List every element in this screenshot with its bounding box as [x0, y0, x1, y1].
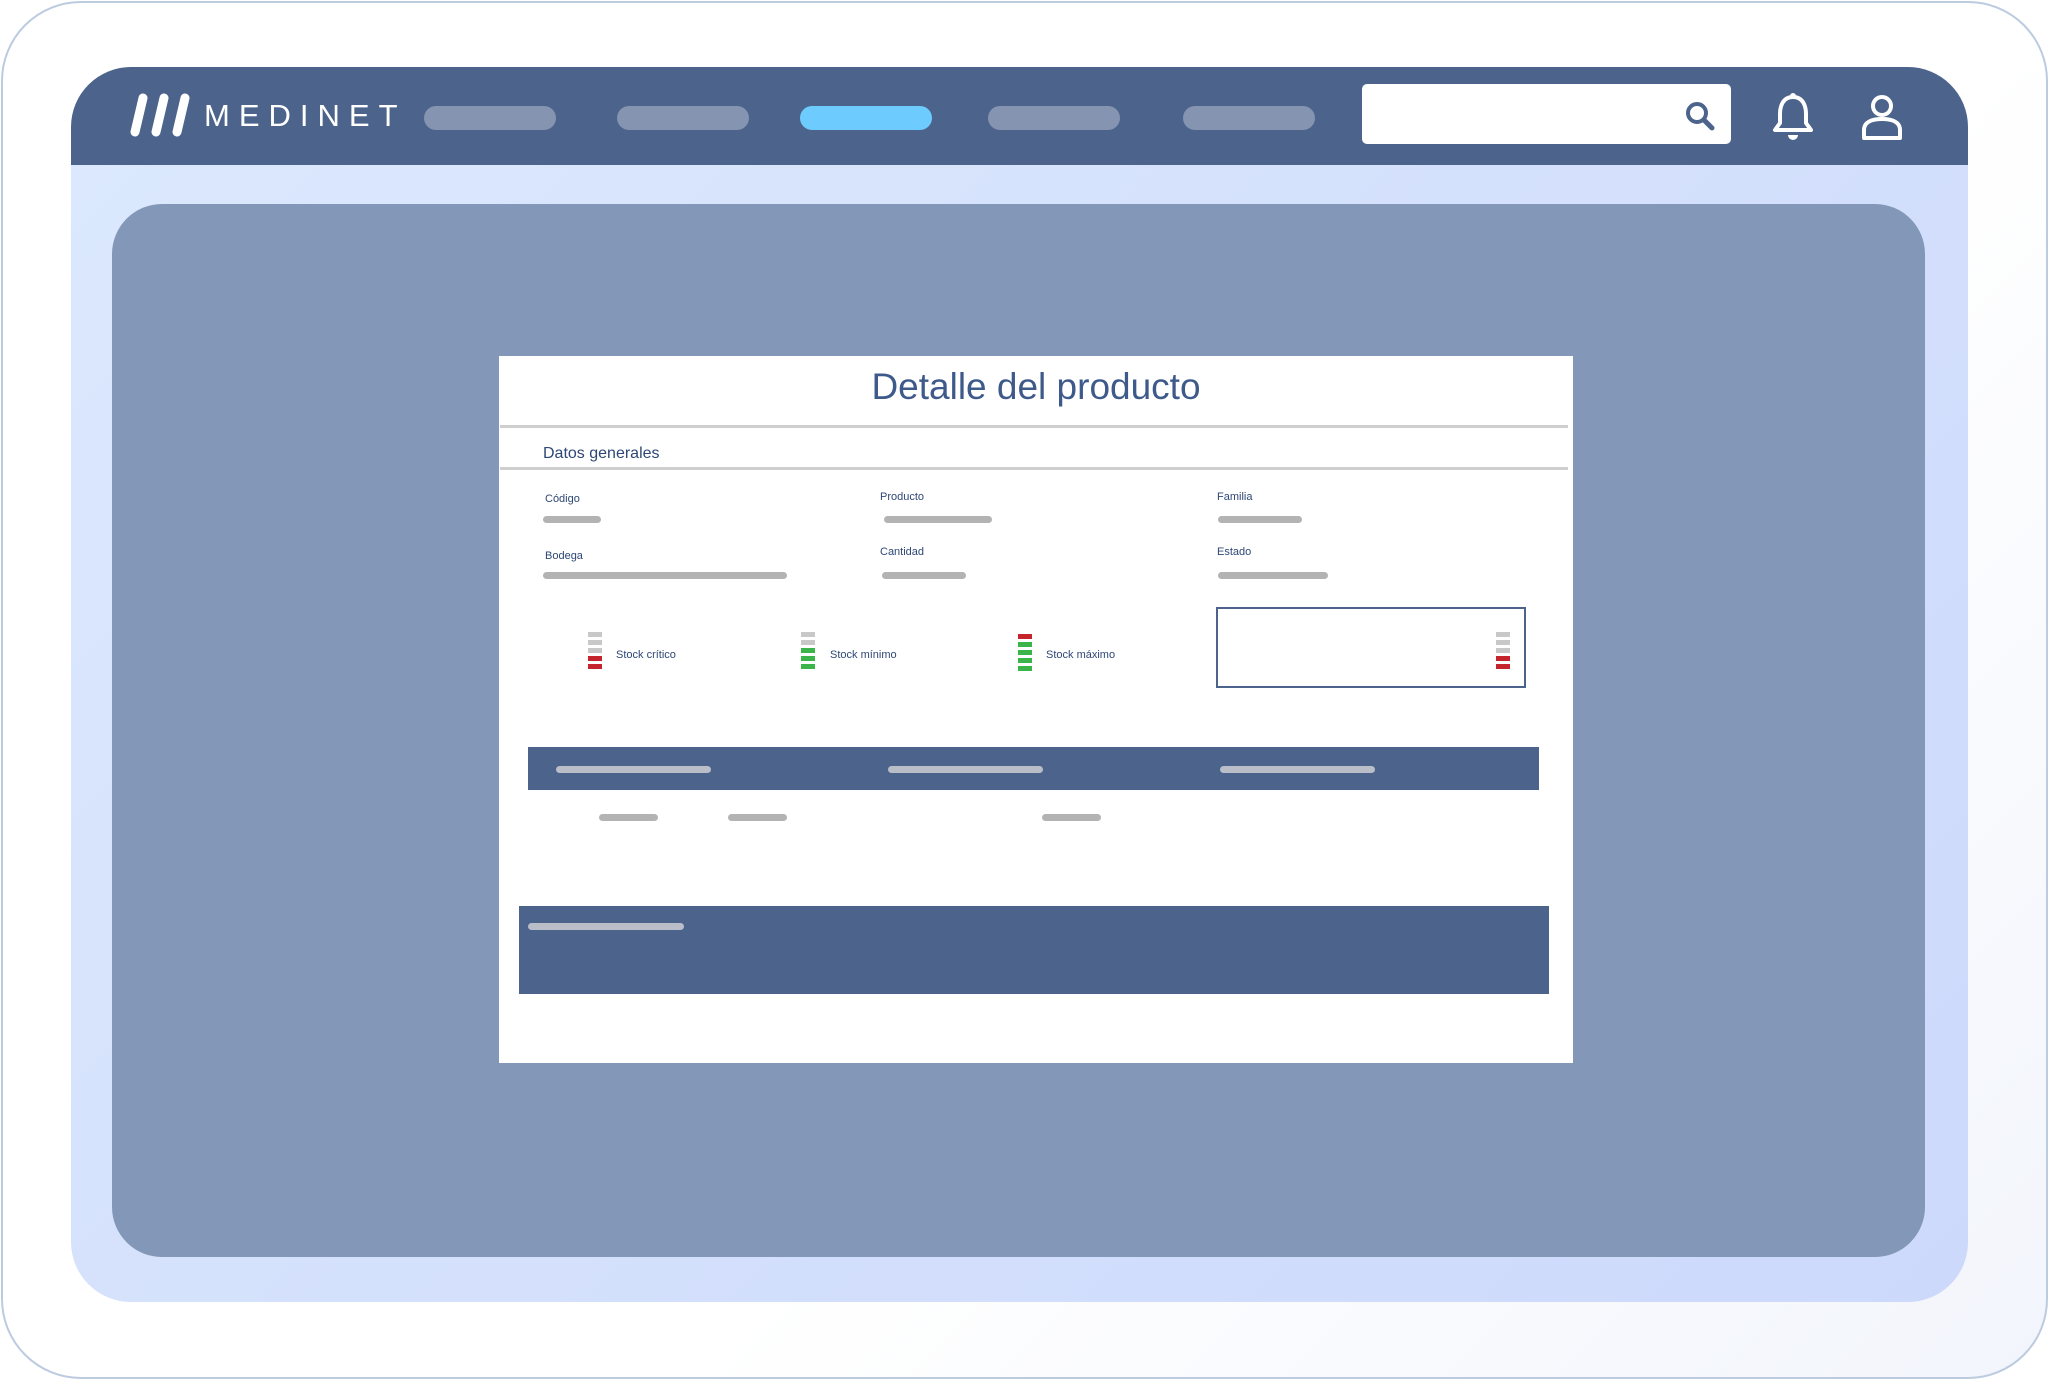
stock-status-box [1216, 607, 1526, 688]
field-value-familia [1218, 516, 1302, 523]
column-header-3 [1220, 766, 1375, 773]
stock-critical-icon [588, 632, 602, 672]
field-value-cantidad [882, 572, 966, 579]
field-value-bodega [543, 572, 787, 579]
nav-item-4[interactable] [988, 106, 1120, 130]
nav-item-1[interactable] [424, 106, 556, 130]
divider [500, 425, 1568, 428]
column-header-1 [556, 766, 711, 773]
field-value-producto [884, 516, 992, 523]
field-label-bodega: Bodega [545, 550, 583, 562]
field-label-familia: Familia [1217, 491, 1253, 503]
nav-item-2[interactable] [617, 106, 749, 130]
brand-name: MEDINET [204, 98, 407, 133]
search-icon[interactable] [1684, 100, 1716, 137]
field-label-codigo: Código [545, 493, 580, 505]
legend-stock-maximo: Stock máximo [1046, 649, 1116, 661]
nav-item-5[interactable] [1183, 106, 1315, 130]
footer-text-placeholder [528, 923, 684, 930]
divider [500, 467, 1568, 470]
page-title: Detalle del producto [871, 366, 1201, 407]
nav-item-3-active[interactable] [800, 106, 932, 130]
table-cell [599, 814, 658, 821]
table-cell [728, 814, 787, 821]
footer-block [519, 906, 1549, 994]
section-title: Datos generales [543, 445, 660, 462]
stock-minimum-icon [801, 632, 815, 672]
field-value-codigo [543, 516, 601, 523]
search-input[interactable] [1362, 84, 1731, 144]
field-label-estado: Estado [1217, 546, 1252, 558]
field-label-producto: Producto [880, 491, 925, 503]
bell-icon[interactable] [1771, 92, 1815, 147]
user-icon[interactable] [1860, 92, 1904, 147]
medinet-logo-icon [127, 92, 193, 143]
legend-stock-critico: Stock crítico [616, 649, 676, 661]
table-cell [1042, 814, 1101, 821]
legend-stock-minimo: Stock mínimo [830, 649, 897, 661]
stock-maximum-icon [1018, 634, 1032, 674]
stock-status-icon [1496, 632, 1510, 672]
field-value-estado [1218, 572, 1328, 579]
column-header-2 [888, 766, 1043, 773]
field-label-cantidad: Cantidad [880, 546, 925, 558]
